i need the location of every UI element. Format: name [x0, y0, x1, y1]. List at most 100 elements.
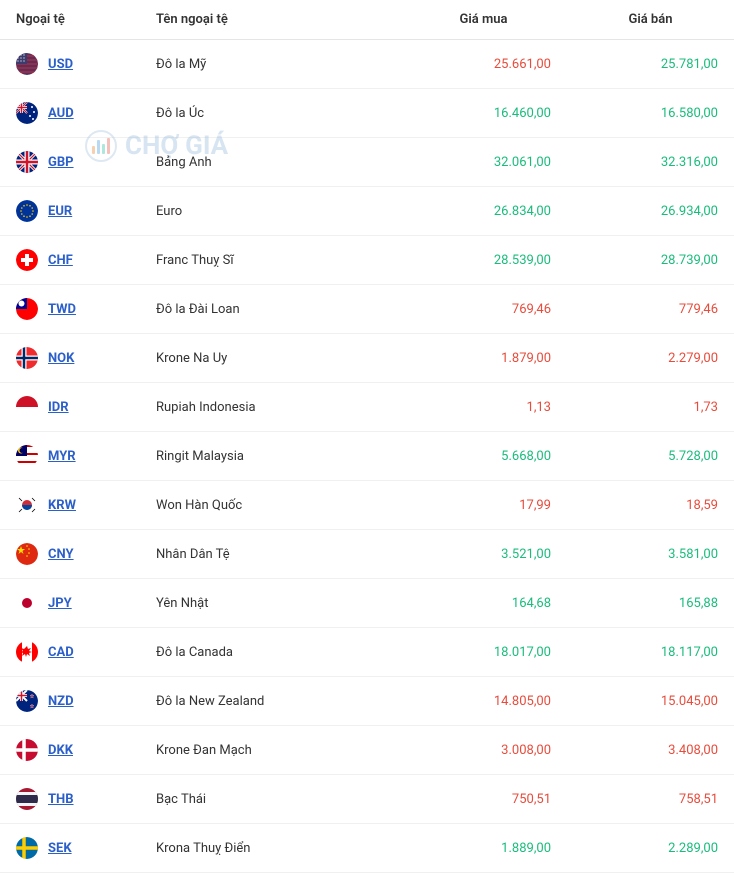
currency-code-link[interactable]: IDR: [48, 400, 69, 415]
flag-icon: [16, 102, 38, 124]
sell-price: 3.581,00: [567, 530, 734, 579]
header-buy: Giá mua: [400, 0, 567, 40]
currency-code-link[interactable]: JPY: [48, 596, 72, 611]
table-row: CAD Đô la Canada 18.017,00 18.117,00: [0, 628, 734, 677]
exchange-rate-table: Ngoại tệ Tên ngoại tệ Giá mua Giá bán US…: [0, 0, 734, 873]
currency-cell: AUD: [16, 102, 124, 124]
currency-cell: DKK: [16, 739, 124, 761]
sell-price: 16.580,00: [567, 89, 734, 138]
currency-cell: NOK: [16, 347, 124, 369]
sell-price: 5.728,00: [567, 432, 734, 481]
currency-code-link[interactable]: EUR: [48, 204, 72, 219]
buy-price: 3.521,00: [400, 530, 567, 579]
currency-cell: GBP: [16, 151, 124, 173]
currency-cell: KRW: [16, 494, 124, 516]
buy-price: 25.661,00: [400, 40, 567, 89]
currency-name: Franc Thuỵ Sĩ: [156, 253, 234, 268]
flag-icon: [16, 200, 38, 222]
currency-cell: EUR: [16, 200, 124, 222]
header-name: Tên ngoại tệ: [140, 0, 400, 40]
flag-icon: [16, 249, 38, 271]
sell-price: 18.117,00: [567, 628, 734, 677]
sell-price: 26.934,00: [567, 187, 734, 236]
currency-code-link[interactable]: SEK: [48, 841, 72, 856]
currency-name: Krone Na Uy: [156, 351, 227, 366]
flag-icon: [16, 641, 38, 663]
table-row: SEK Krona Thuỵ Điển 1.889,00 2.289,00: [0, 824, 734, 873]
sell-price: 2.279,00: [567, 334, 734, 383]
currency-code-link[interactable]: CHF: [48, 253, 73, 268]
table-row: MYR Ringit Malaysia 5.668,00 5.728,00: [0, 432, 734, 481]
flag-icon: [16, 494, 38, 516]
table-row: KRW Won Hàn Quốc 17,99 18,59: [0, 481, 734, 530]
currency-code-link[interactable]: KRW: [48, 498, 76, 513]
flag-icon: [16, 788, 38, 810]
buy-price: 750,51: [400, 775, 567, 824]
currency-code-link[interactable]: NZD: [48, 694, 74, 709]
currency-code-link[interactable]: NOK: [48, 351, 74, 366]
currency-code-link[interactable]: CAD: [48, 645, 74, 660]
sell-price: 25.781,00: [567, 40, 734, 89]
flag-icon: [16, 592, 38, 614]
flag-icon: [16, 543, 38, 565]
buy-price: 3.008,00: [400, 726, 567, 775]
buy-price: 769,46: [400, 285, 567, 334]
buy-price: 32.061,00: [400, 138, 567, 187]
currency-name: Krone Đan Mạch: [156, 743, 252, 758]
currency-code-link[interactable]: TWD: [48, 302, 76, 317]
currency-code-link[interactable]: MYR: [48, 449, 76, 464]
sell-price: 15.045,00: [567, 677, 734, 726]
currency-name: Yên Nhật: [156, 596, 208, 611]
currency-name: Đô la Úc: [156, 106, 204, 121]
sell-price: 758,51: [567, 775, 734, 824]
currency-name: Đô la Canada: [156, 645, 233, 660]
currency-cell: CNY: [16, 543, 124, 565]
sell-price: 28.739,00: [567, 236, 734, 285]
buy-price: 18.017,00: [400, 628, 567, 677]
currency-name: Rupiah Indonesia: [156, 400, 256, 415]
flag-icon: [16, 690, 38, 712]
header-sell: Giá bán: [567, 0, 734, 40]
currency-name: Nhân Dân Tệ: [156, 547, 230, 562]
currency-code-link[interactable]: GBP: [48, 155, 74, 170]
currency-name: Bạc Thái: [156, 792, 206, 807]
sell-price: 779,46: [567, 285, 734, 334]
sell-price: 165,88: [567, 579, 734, 628]
table-row: CNY Nhân Dân Tệ 3.521,00 3.581,00: [0, 530, 734, 579]
table-row: TWD Đô la Đài Loan 769,46 779,46: [0, 285, 734, 334]
currency-code-link[interactable]: CNY: [48, 547, 74, 562]
header-code: Ngoại tệ: [0, 0, 140, 40]
buy-price: 1,13: [400, 383, 567, 432]
currency-cell: THB: [16, 788, 124, 810]
currency-cell: SEK: [16, 837, 124, 859]
buy-price: 164,68: [400, 579, 567, 628]
table-row: NZD Đô la New Zealand 14.805,00 15.045,0…: [0, 677, 734, 726]
buy-price: 28.539,00: [400, 236, 567, 285]
flag-icon: [16, 151, 38, 173]
sell-price: 18,59: [567, 481, 734, 530]
table-row: DKK Krone Đan Mạch 3.008,00 3.408,00: [0, 726, 734, 775]
table-row: GBP Bảng Anh 32.061,00 32.316,00: [0, 138, 734, 187]
currency-cell: JPY: [16, 592, 124, 614]
currency-code-link[interactable]: DKK: [48, 743, 73, 758]
currency-code-link[interactable]: USD: [48, 57, 73, 72]
flag-icon: [16, 396, 38, 418]
table-row: NOK Krone Na Uy 1.879,00 2.279,00: [0, 334, 734, 383]
currency-name: Krona Thuỵ Điển: [156, 841, 251, 856]
buy-price: 26.834,00: [400, 187, 567, 236]
table-row: JPY Yên Nhật 164,68 165,88: [0, 579, 734, 628]
currency-name: Đô la Mỹ: [156, 57, 206, 72]
currency-code-link[interactable]: AUD: [48, 106, 74, 121]
sell-price: 32.316,00: [567, 138, 734, 187]
table-row: CHF Franc Thuỵ Sĩ 28.539,00 28.739,00: [0, 236, 734, 285]
currency-cell: CAD: [16, 641, 124, 663]
currency-name: Bảng Anh: [156, 155, 212, 170]
sell-price: 2.289,00: [567, 824, 734, 873]
currency-cell: USD: [16, 53, 124, 75]
buy-price: 17,99: [400, 481, 567, 530]
currency-code-link[interactable]: THB: [48, 792, 74, 807]
buy-price: 16.460,00: [400, 89, 567, 138]
sell-price: 1,73: [567, 383, 734, 432]
flag-icon: [16, 347, 38, 369]
currency-name: Ringit Malaysia: [156, 449, 244, 464]
